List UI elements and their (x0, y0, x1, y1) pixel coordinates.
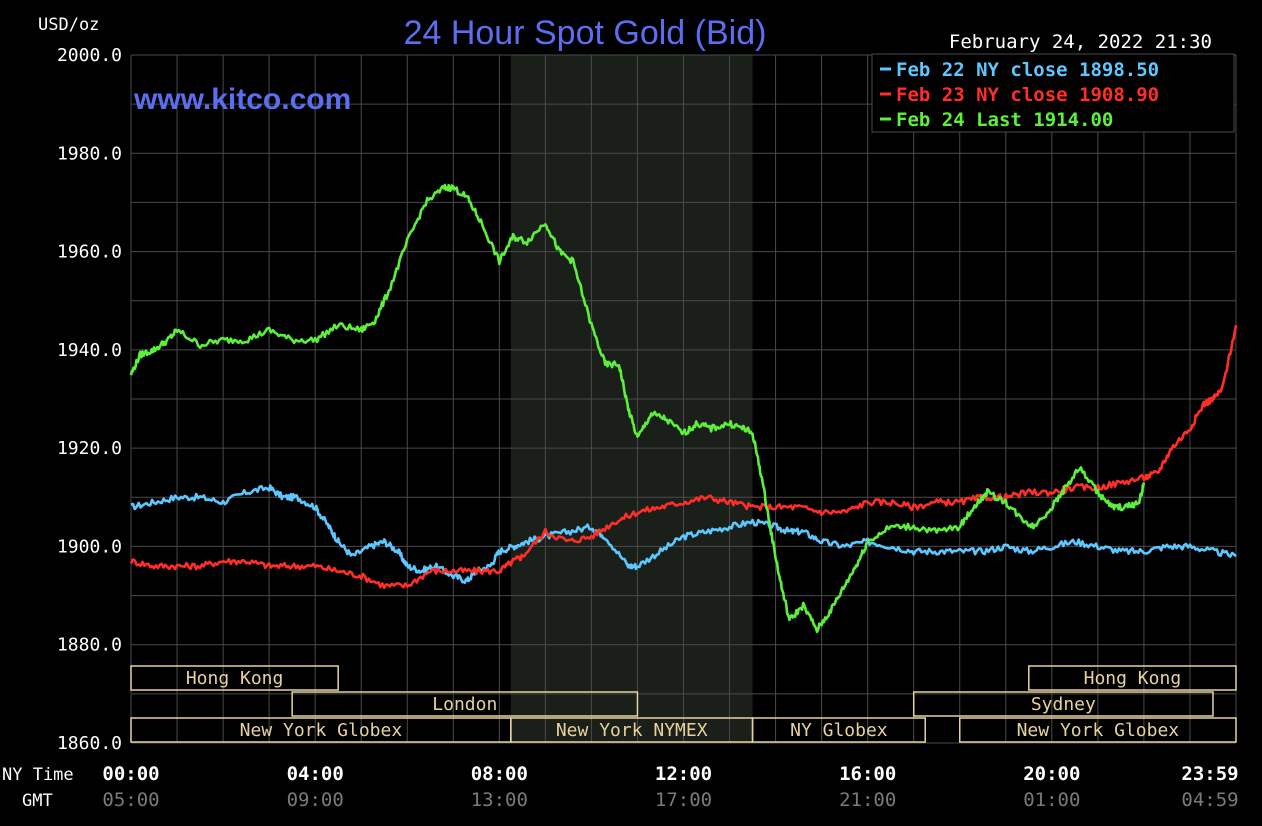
session-label: New York Globex (1017, 720, 1180, 741)
x-tick-label-gmt: 04:59 (1181, 789, 1238, 811)
y-tick-label: 1960.0 (57, 242, 122, 263)
chart-timestamp: February 24, 2022 21:30 (949, 31, 1212, 53)
legend-label: Feb 24 Last 1914.00 (896, 109, 1113, 131)
y-tick-label: 1880.0 (57, 635, 122, 656)
session-label: New York NYMEX (556, 720, 708, 741)
x-tick-label-gmt: 21:00 (839, 789, 896, 811)
x-tick-label-ny: 16:00 (839, 763, 896, 785)
x-tick-label-ny: 23:59 (1181, 763, 1238, 785)
series-line-feb24 (129, 183, 1146, 634)
session-box (1028, 665, 1237, 691)
y-axis-ticks: 2000.0 1980.0 1960.0 1940.0 1920.0 1900.0 1880… (57, 45, 122, 754)
x-tick-label-ny: 00:00 (102, 763, 159, 785)
legend: Feb 22 NY close 1898.50 Feb 23 NY close 1… (871, 53, 1235, 133)
x-axis-ticks: 00:00 04:00 08:00 12:00 16:00 20:00 23:59 05:00… (102, 763, 1238, 811)
chart-title: 24 Hour Spot Gold (Bid) (404, 14, 767, 52)
series-line-feb22 (130, 484, 1237, 585)
y-axis-label: USD/oz (38, 15, 99, 35)
legend-label: Feb 22 NY close 1898.50 (896, 59, 1159, 81)
y-tick-label: 1900.0 (57, 536, 122, 557)
x-tick-label-gmt: 05:00 (102, 789, 159, 811)
x-tick-label-ny: 08:00 (471, 763, 528, 785)
y-tick-label: 1920.0 (57, 438, 122, 459)
x-tick-label-ny: 04:00 (287, 763, 344, 785)
x-tick-label-gmt: 13:00 (471, 789, 528, 811)
gmt-row-label: GMT (22, 791, 53, 811)
y-tick-label: 1860.0 (57, 733, 122, 754)
x-tick-label-ny: 12:00 (655, 763, 712, 785)
session-label: London (432, 694, 497, 715)
x-tick-label-ny: 20:00 (1023, 763, 1080, 785)
session-label: NY Globex (790, 720, 888, 741)
y-tick-label: 1980.0 (57, 143, 122, 164)
legend-box (871, 53, 1235, 133)
ny-time-row-label: NY Time (2, 765, 74, 785)
session-box (130, 665, 339, 691)
y-tick-label: 1940.0 (57, 340, 122, 361)
session-box (751, 717, 926, 743)
x-tick-label-gmt: 17:00 (655, 789, 712, 811)
session-label: New York Globex (240, 720, 403, 741)
session-box (291, 691, 639, 717)
series-line-feb23 (129, 325, 1238, 590)
session-label: Hong Kong (1084, 668, 1182, 689)
legend-label: Feb 23 NY close 1908.90 (896, 84, 1159, 106)
session-label: Hong Kong (186, 668, 284, 689)
kitco-watermark: www.kitco.com (133, 83, 351, 116)
session-box (912, 691, 1214, 717)
session-label: Sydney (1031, 694, 1096, 715)
trading-sessions: Hong Kong Hong Kong London Sydney New York G… (130, 665, 1237, 743)
y-tick-label: 2000.0 (57, 45, 122, 66)
x-tick-label-gmt: 09:00 (287, 789, 344, 811)
price-series (129, 183, 1238, 634)
x-tick-label-gmt: 01:00 (1023, 789, 1080, 811)
session-box (959, 717, 1237, 743)
